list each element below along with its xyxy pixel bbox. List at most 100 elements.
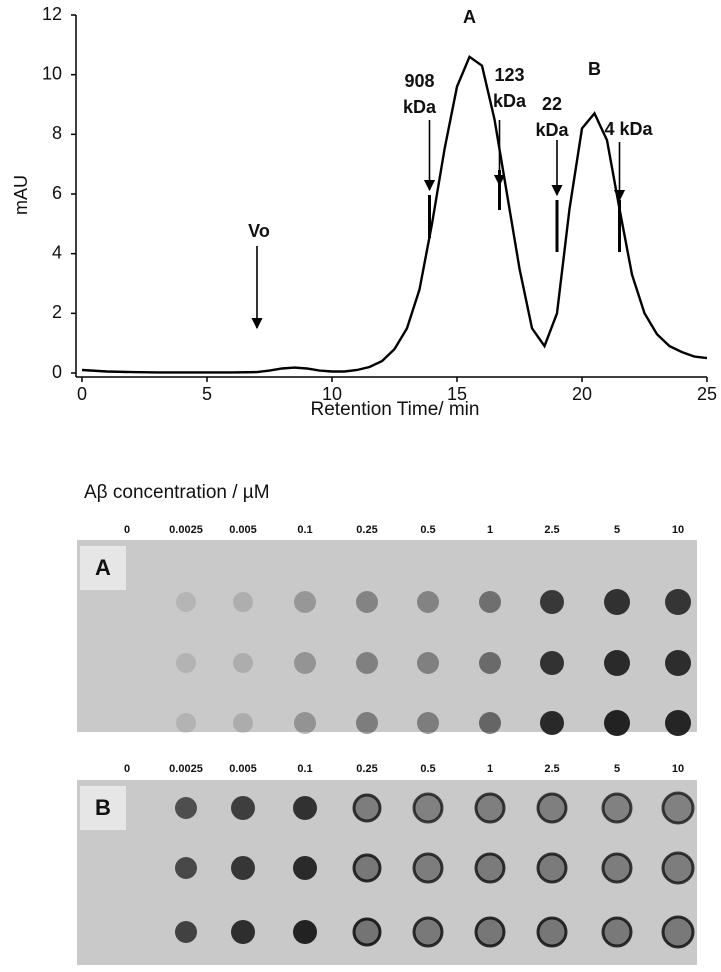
concentration-label: 10 — [672, 763, 684, 775]
blot-dot — [352, 853, 382, 883]
annotation-label: kDa — [493, 91, 527, 111]
concentration-label: 0 — [124, 524, 130, 536]
concentration-label: 0.0025 — [169, 524, 203, 536]
concentration-label: 0.1 — [297, 524, 312, 536]
concentration-label: 0 — [124, 763, 130, 775]
blot-dot — [356, 652, 378, 674]
blot-dot — [356, 591, 378, 613]
x-tick-label: 15 — [447, 384, 467, 404]
annotation-label: kDa — [403, 97, 437, 117]
blot-dot — [231, 920, 255, 944]
blot-dot — [540, 651, 564, 675]
blot-dot — [231, 856, 255, 880]
annotation-label: A — [463, 7, 476, 27]
blot-dot — [176, 713, 196, 733]
concentration-label: 0.0025 — [169, 763, 203, 775]
concentration-label: 0.25 — [356, 524, 377, 536]
blot-dot — [175, 797, 197, 819]
blot-membrane — [77, 540, 697, 732]
blot-dot — [479, 591, 501, 613]
y-tick-label: 4 — [52, 242, 62, 262]
blot-dot — [417, 591, 439, 613]
y-tick-label: 8 — [52, 123, 62, 143]
blot-dot — [175, 857, 197, 879]
blot-dot — [233, 713, 253, 733]
blot-dot — [665, 710, 691, 736]
blot-dot — [665, 650, 691, 676]
blot-dot — [601, 792, 633, 824]
blot-dot — [417, 712, 439, 734]
concentration-label: 0.005 — [229, 524, 257, 536]
concentration-label: 2.5 — [544, 763, 559, 775]
blot-dot — [601, 916, 633, 948]
blot-dot — [231, 796, 255, 820]
blot-dot — [352, 793, 382, 823]
concentration-label: 10 — [672, 524, 684, 536]
concentration-label: 1 — [487, 763, 493, 775]
blot-dot — [604, 710, 630, 736]
concentration-label: 0.25 — [356, 763, 377, 775]
blot-dot — [293, 796, 317, 820]
blot-dot — [417, 652, 439, 674]
blot-dot — [233, 592, 253, 612]
annotation-label: Vo — [248, 221, 270, 241]
annotation-label: B — [588, 59, 601, 79]
blot-dot — [233, 653, 253, 673]
blot-dot — [540, 711, 564, 735]
y-tick-label: 2 — [52, 302, 62, 322]
blot-label: A — [95, 555, 111, 580]
blot-dot — [356, 712, 378, 734]
blot-dot — [474, 852, 506, 884]
annotation-label: 123 — [494, 65, 524, 85]
concentration-label: 5 — [614, 524, 620, 536]
annotation-label: 908 — [404, 71, 434, 91]
concentration-label: 0.1 — [297, 763, 312, 775]
concentration-label: 0.5 — [420, 763, 435, 775]
blot-dot — [294, 712, 316, 734]
blot-dot — [474, 916, 506, 948]
blot-dot — [176, 653, 196, 673]
y-axis-label: mAU — [11, 175, 31, 215]
blot-dot — [352, 917, 382, 947]
x-tick-label: 10 — [322, 384, 342, 404]
annotation-label: 22 — [542, 94, 562, 114]
blot-dot — [536, 852, 568, 884]
blot-dot — [601, 852, 633, 884]
chromatogram-line — [81, 54, 708, 374]
blot-dot — [412, 852, 444, 884]
annotation-label: kDa — [535, 120, 569, 140]
blot-dot — [661, 791, 695, 825]
annotation-label: 4 kDa — [604, 119, 653, 139]
blot-dot — [293, 920, 317, 944]
blot-dot — [604, 589, 630, 615]
x-tick-label: 5 — [202, 384, 212, 404]
x-tick-label: 25 — [697, 384, 717, 404]
x-tick-label: 0 — [77, 384, 87, 404]
concentration-label: 5 — [614, 763, 620, 775]
blot-dot — [479, 712, 501, 734]
blot-label-box — [80, 546, 126, 590]
concentration-label: 0.005 — [229, 763, 257, 775]
blot-dot — [175, 921, 197, 943]
concentration-label: 2.5 — [544, 524, 559, 536]
blot-dot — [293, 856, 317, 880]
blot-dot — [536, 916, 568, 948]
y-tick-label: 6 — [52, 183, 62, 203]
blot-dot — [665, 589, 691, 615]
blot-dot — [661, 851, 695, 885]
blot-dot — [604, 650, 630, 676]
concentration-label: 1 — [487, 524, 493, 536]
x-tick-label: 20 — [572, 384, 592, 404]
blot-dot — [294, 591, 316, 613]
blot-dot — [661, 915, 695, 949]
blot-dot — [540, 590, 564, 614]
blot-dot — [412, 916, 444, 948]
blot-dot — [536, 792, 568, 824]
y-tick-label: 10 — [42, 63, 62, 83]
blot-label-box — [80, 786, 126, 830]
y-tick-label: 12 — [42, 4, 62, 24]
blot-title: Aβ concentration / µM — [84, 482, 270, 503]
blot-dot — [176, 592, 196, 612]
y-tick-label: 0 — [52, 362, 62, 382]
